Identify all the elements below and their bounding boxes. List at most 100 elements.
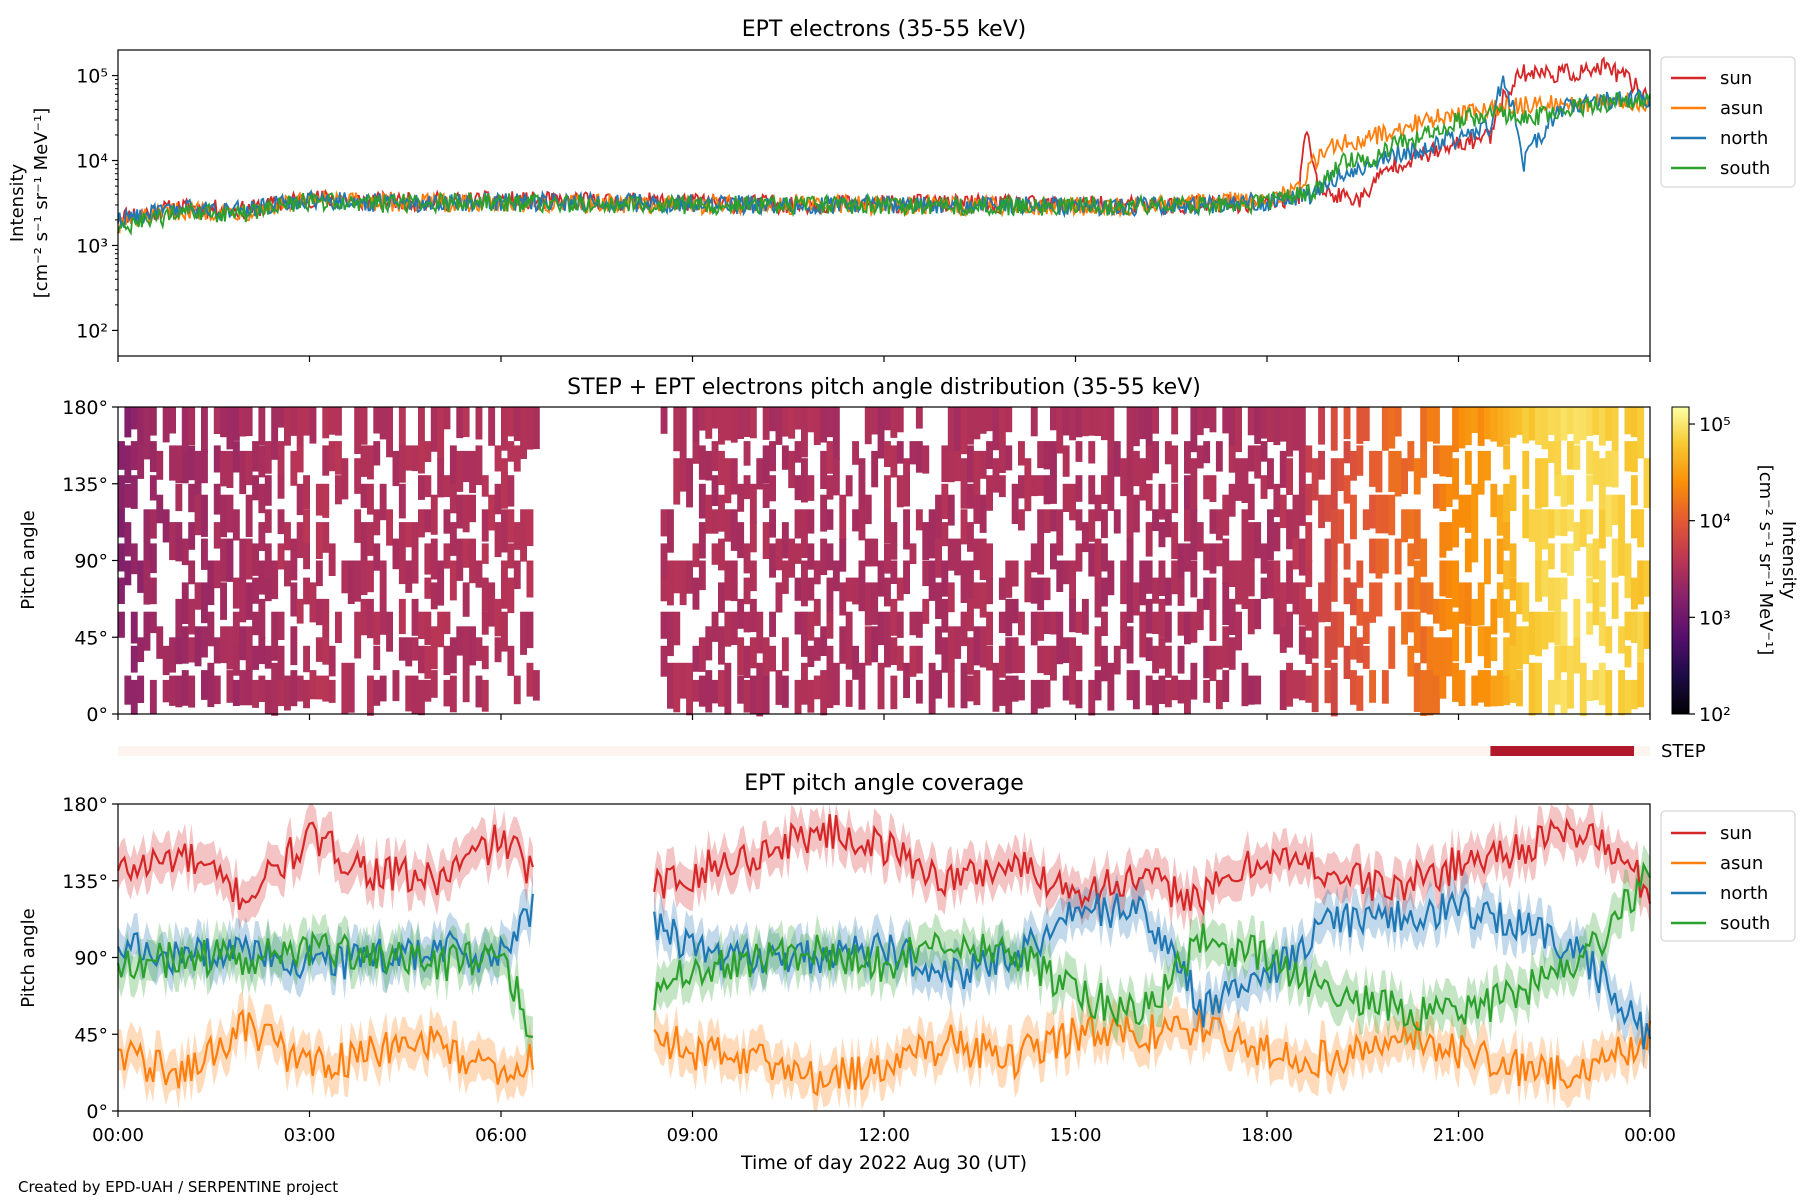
heatmap-cell	[1164, 679, 1172, 708]
heatmap-cell	[1292, 582, 1300, 615]
intensity-series-group	[117, 56, 1651, 237]
heatmap-cell	[1279, 407, 1287, 442]
heatmap-cell	[188, 445, 196, 481]
heatmap-cell	[1637, 509, 1645, 548]
heatmap-cell	[1560, 611, 1568, 647]
heatmap-cell	[1611, 538, 1619, 578]
heatmap-cell	[526, 407, 534, 450]
heatmap-cell	[1126, 582, 1134, 623]
heatmap-cell	[456, 538, 464, 581]
heatmap-cell	[373, 611, 381, 645]
heatmap-cell	[169, 675, 176, 706]
heatmap-cell	[1541, 407, 1549, 450]
heatmap-cell	[1107, 407, 1115, 459]
heatmap-cell	[1267, 509, 1274, 561]
heatmap-cell	[220, 494, 227, 538]
heatmap-cell	[1407, 543, 1415, 567]
heatmap-cell	[1050, 509, 1057, 532]
heatmap-cell	[1101, 475, 1108, 504]
heatmap-cell	[749, 560, 757, 592]
heatmap-cell	[1107, 458, 1115, 511]
heatmap-cell	[801, 560, 808, 607]
heatmap-cell	[1554, 441, 1562, 476]
heatmap-cell	[890, 598, 898, 636]
heatmap-cell	[756, 611, 764, 654]
heatmap-cell	[1503, 522, 1511, 551]
heatmap-cell	[1611, 450, 1619, 488]
heatmap-cell	[1005, 445, 1013, 471]
heatmap-cell	[935, 494, 942, 540]
heatmap-cell	[1184, 475, 1191, 511]
heatmap-cell	[1433, 637, 1440, 677]
colorbar-tick-label: 10⁵	[1699, 414, 1731, 436]
series-south-line	[117, 92, 1651, 237]
heatmap-cell	[296, 522, 304, 558]
heatmap-cell	[1547, 679, 1555, 716]
heatmap-cell	[1305, 675, 1313, 703]
series-sun-line	[116, 821, 534, 911]
heatmap-cell	[1101, 543, 1108, 572]
heatmap-cell	[922, 598, 930, 624]
heatmap-cell	[884, 577, 891, 607]
y-tick-label: 10⁵	[76, 66, 108, 88]
heatmap-cell	[1273, 522, 1281, 552]
heatmap-cell	[986, 407, 993, 432]
heatmap-cell	[252, 441, 259, 472]
heatmap-cell	[1420, 626, 1428, 664]
heatmap-cell	[1037, 611, 1045, 641]
series-south-line	[653, 861, 1651, 1031]
heatmap-cell	[781, 560, 789, 594]
heatmap-cell	[896, 475, 904, 508]
heatmap-cell	[501, 407, 508, 451]
heatmap-cell	[162, 509, 170, 543]
heatmap-cell	[1433, 445, 1440, 474]
heatmap-cell	[507, 441, 515, 462]
heatmap-cell	[322, 637, 330, 665]
heatmap-cell	[826, 577, 834, 613]
heatmap-cell	[986, 441, 993, 469]
heatmap-cell	[201, 538, 208, 570]
heatmap-cell	[1471, 407, 1479, 433]
heatmap-cell	[813, 598, 821, 626]
heatmap-cell	[1069, 598, 1076, 633]
heatmap-cell	[877, 611, 885, 646]
heatmap-cell	[373, 509, 381, 536]
heatmap-cell	[124, 445, 132, 484]
heatmap-cell	[462, 538, 470, 568]
heatmap-cell	[769, 475, 776, 502]
heatmap-cell	[405, 560, 413, 593]
heatmap-cell	[411, 598, 419, 636]
heatmap-cell	[845, 611, 853, 647]
heatmap-cell	[449, 675, 457, 713]
heatmap-cell	[1624, 611, 1632, 641]
heatmap-cell	[801, 407, 808, 458]
heatmap-cell	[724, 560, 732, 601]
heatmap-cell	[826, 645, 834, 681]
heatmap-cell	[1241, 560, 1249, 609]
heatmap-cell	[1062, 675, 1070, 701]
heatmap-cell	[718, 626, 725, 665]
heatmap-cell	[884, 475, 891, 511]
heatmap-cell	[1050, 645, 1057, 681]
heatmap-cell	[1605, 626, 1613, 654]
heatmap-cell	[1560, 645, 1568, 673]
heatmap-cell	[213, 637, 221, 664]
heatmap-cell	[1375, 450, 1383, 493]
heatmap-cell	[909, 441, 917, 465]
heatmap-cell	[1267, 560, 1274, 599]
heatmap-cell	[1433, 407, 1440, 444]
heatmap-cell	[1279, 450, 1287, 488]
heatmap-cell	[188, 407, 196, 445]
heatmap-cell	[1164, 441, 1172, 465]
heatmap-cell	[781, 637, 789, 672]
heatmap-cell	[922, 560, 930, 587]
heatmap-cell	[1516, 407, 1523, 435]
heatmap-cell	[1094, 494, 1102, 522]
heatmap-cell	[1018, 645, 1025, 673]
heatmap-cell	[820, 538, 828, 575]
heatmap-cell	[1439, 483, 1447, 512]
heatmap-cell	[264, 577, 272, 602]
heatmap-cell	[1445, 483, 1453, 507]
heatmap-cell	[1579, 509, 1587, 547]
heatmap-cell	[1184, 509, 1191, 542]
